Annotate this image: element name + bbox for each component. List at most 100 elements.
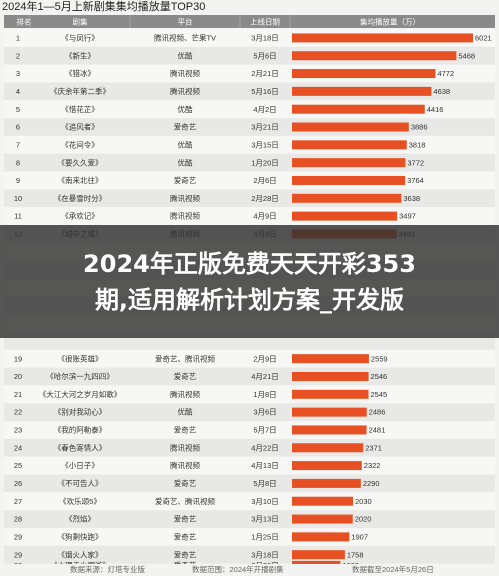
platform-label: 优酷 [178,407,193,417]
rank-label: 23 [14,426,22,435]
rank-label: 25 [14,461,22,470]
bar [292,550,345,560]
rank-label: 10 [14,194,22,203]
date-label: 4月21日 [251,372,279,381]
platform-label: 爱奇艺、腾讯视频 [155,496,215,506]
date-label: 4月2日 [253,105,276,114]
bar-value-label: 3772 [407,158,424,167]
table-header-bg [4,15,495,28]
series-name-label: 《大江大河之岁月如歌》 [39,389,122,399]
series-name-label: 《与凤行》 [61,33,99,43]
footer-source: 数据来源：灯塔专业版 [70,565,145,574]
bar [292,354,369,364]
bar [292,193,402,203]
table-row-bg [4,527,495,546]
bar-value-label: 5468 [458,51,475,60]
table-row-bg [4,456,495,475]
series-name-label: 《不可告人》 [58,478,103,488]
rank-label: 24 [14,443,22,452]
platform-label: 爱奇艺 [174,531,197,541]
rank-label: 3 [16,69,20,78]
headline-line-1: 2024年正版免费天天开彩353 [83,249,416,278]
series-name-label: 《烟火人家》 [58,549,103,559]
series-name-label: 《追风者》 [61,122,99,132]
bar-value-label: 1907 [351,532,368,541]
series-name-label: 《欢乐颂5》 [59,496,101,506]
bar [292,425,367,435]
platform-label: 爱奇艺 [174,560,197,564]
chart-title: 2024年1—5月上新剧集集均播放量TOP30 [2,1,206,13]
date-label: 1月20日 [251,158,279,167]
series-name-label: 《新生》 [65,50,95,60]
platform-label: 优酷 [178,139,193,149]
bar-value-label: 2545 [371,390,388,399]
series-name-label: 《在暴雪时分》 [54,193,107,203]
bar-value-label: 3638 [403,194,420,203]
column-header: 上线日期 [250,17,280,27]
headline-overlay: 2024年正版免费天天开彩353 期,适用解析计划方案_开发版 [0,225,499,338]
bar-value-label: 2020 [355,515,372,524]
platform-label: 腾讯视频、芒果TV [154,33,216,43]
platform-label: 腾讯视频 [170,442,200,452]
platform-label: 优酷 [178,157,193,167]
bar [292,389,369,399]
rank-label: 11 [14,212,22,221]
bar [292,69,436,79]
platform-label: 腾讯视频 [170,211,200,221]
footer-range: 数据范围：2024年开播剧集 [192,565,284,574]
platform-label: 爱奇艺、腾讯视频 [155,353,215,363]
date-label: 3月15日 [251,140,279,149]
platform-label: 腾讯视频 [170,193,200,203]
date-label: 4月9日 [253,212,276,221]
table-row-bg [4,474,495,493]
date-label: 5月16日 [251,87,279,96]
column-header: 排名 [17,17,32,27]
series-name-label: 《哈尔滨一九四四》 [46,371,114,381]
series-name-label: 《花间令》 [61,139,99,149]
rank-label: 27 [14,497,22,506]
bar [292,443,364,453]
rank-label: 22 [14,408,22,417]
bar [292,158,406,168]
table-row-bg [4,349,495,368]
series-name-label: 《承欢记》 [61,211,99,221]
date-label: 2月28日 [251,194,279,203]
table-row-bg [4,421,495,439]
bar [292,560,341,564]
platform-label: 爱奇艺 [174,478,197,488]
series-name-label: 《别对我动心》 [54,407,107,417]
rank-label: 2 [16,51,20,60]
series-name-label: 《狗剩快跑》 [58,531,103,541]
rank-label: 8 [16,158,20,167]
date-label: 4月22日 [251,443,279,452]
bar [292,532,350,542]
bar-value-label: 2481 [369,426,386,435]
bar [292,461,362,471]
table-row-bg [4,510,495,528]
bar [292,104,425,114]
series-name-label: 《大理寺少卿游》 [50,560,110,564]
bar [292,140,407,150]
table-row-bg [4,545,495,564]
bar [292,407,367,417]
rank-label: 1 [16,34,20,43]
rank-label: 19 [14,354,22,363]
bar-value-label: 2290 [363,479,380,488]
rank-label: 6 [16,123,20,132]
rank-label: 20 [14,372,22,381]
rank-label: 5 [16,105,20,114]
footer-cutoff: 数据截至2024年5月26日 [352,565,434,574]
platform-label: 爱奇艺 [174,549,197,559]
bar [292,496,354,506]
bar-value-label: 2559 [371,354,388,363]
bar-value-label: 3886 [411,123,428,132]
rank-label: 21 [14,390,22,399]
platform-label: 爱奇艺 [174,175,197,185]
headline-line-2: 期,适用解析计划方案_开发版 [94,285,405,314]
series-name-label: 《猎冰》 [65,68,95,78]
date-label: 2月6日 [253,176,276,185]
rank-label: 28 [14,515,22,524]
rank-label: 29 [14,532,22,541]
series-name-label: 《惜花芷》 [61,104,99,114]
date-label: 5月6日 [253,51,276,60]
